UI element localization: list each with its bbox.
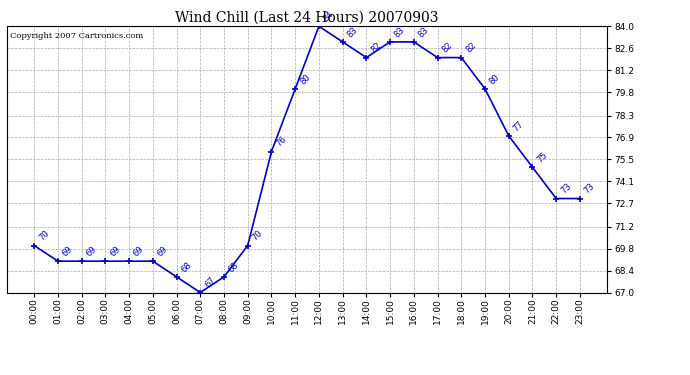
Text: 77: 77 [511,119,526,133]
Text: 73: 73 [559,182,573,196]
Text: Copyright 2007 Cartronics.com: Copyright 2007 Cartronics.com [10,32,143,40]
Text: 69: 69 [84,244,98,258]
Text: 73: 73 [582,182,597,196]
Text: 82: 82 [440,41,454,55]
Text: 67: 67 [203,276,217,290]
Text: 70: 70 [250,229,264,243]
Text: 80: 80 [488,72,502,86]
Title: Wind Chill (Last 24 Hours) 20070903: Wind Chill (Last 24 Hours) 20070903 [175,11,439,25]
Text: 68: 68 [227,260,241,274]
Text: 83: 83 [417,25,431,39]
Text: 82: 82 [464,41,478,55]
Text: 80: 80 [298,72,312,86]
Text: 70: 70 [37,229,51,243]
Text: 82: 82 [369,41,383,55]
Text: 68: 68 [179,260,193,274]
Text: 69: 69 [61,244,75,258]
Text: 84: 84 [322,10,335,24]
Text: 83: 83 [393,25,407,39]
Text: 76: 76 [274,135,288,149]
Text: 75: 75 [535,150,549,164]
Text: 69: 69 [132,244,146,258]
Text: 69: 69 [108,244,122,258]
Text: 83: 83 [346,25,359,39]
Text: 69: 69 [156,244,170,258]
